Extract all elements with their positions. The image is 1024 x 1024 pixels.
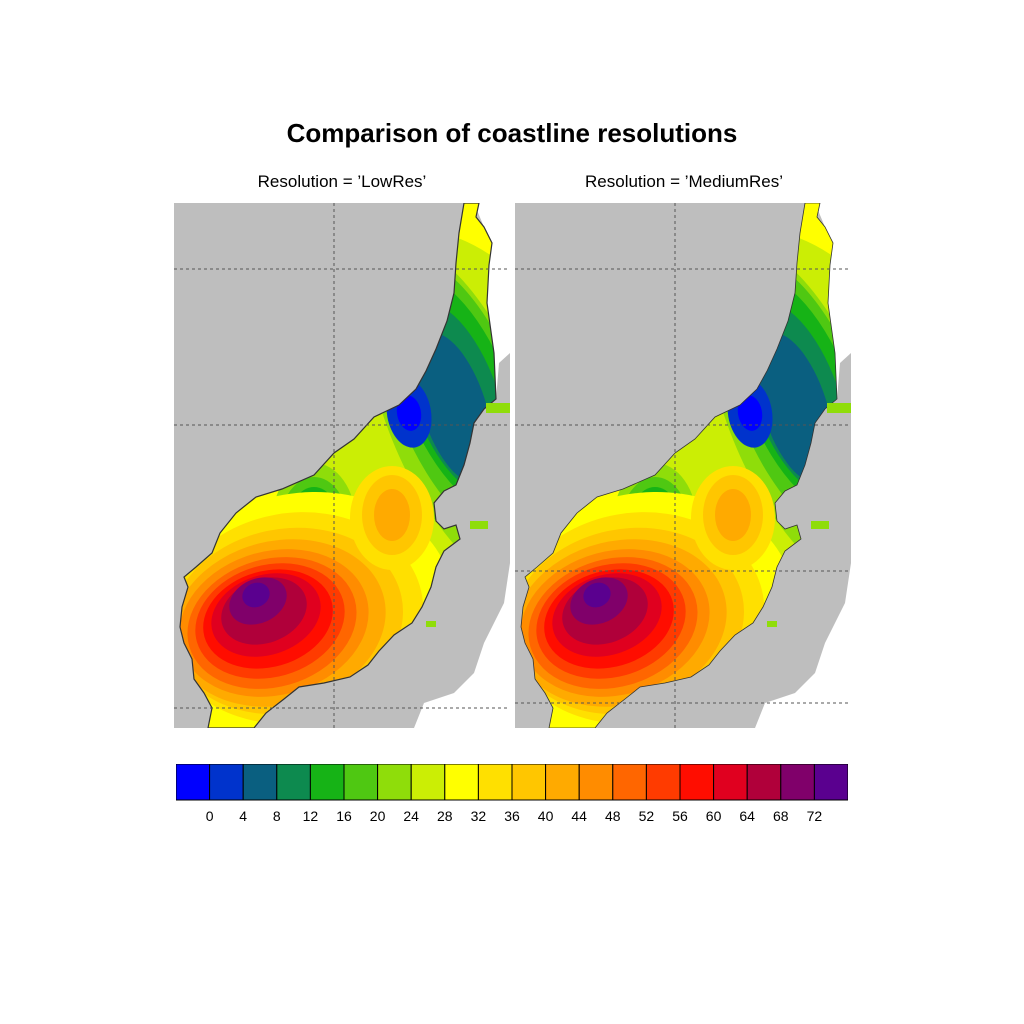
colorbar-label: 12 bbox=[302, 808, 319, 824]
contour-band bbox=[715, 489, 751, 541]
contour-band bbox=[396, 395, 422, 431]
colorbar-label: 40 bbox=[537, 808, 554, 824]
contour-band bbox=[583, 582, 611, 608]
graticule bbox=[515, 203, 851, 728]
coastline bbox=[179, 203, 497, 728]
figure-title: Comparison of coastline resolutions bbox=[286, 118, 738, 148]
colorbar-label: 64 bbox=[739, 808, 755, 824]
graticule bbox=[174, 203, 510, 728]
colorbar-box bbox=[276, 764, 311, 801]
colorbar-box bbox=[746, 764, 782, 801]
colorbar-box bbox=[813, 764, 848, 801]
colorbar-box bbox=[612, 764, 647, 801]
colorbar-label: 28 bbox=[437, 808, 453, 824]
colorbar-label: 16 bbox=[336, 808, 352, 824]
colorbar-box bbox=[377, 764, 412, 801]
colorbar-box bbox=[545, 764, 580, 801]
colorbar-label: 24 bbox=[403, 808, 419, 824]
map-panel-lowres bbox=[174, 203, 510, 728]
panel-subtitle-lowres: Resolution = ’LowRes’ bbox=[257, 172, 427, 191]
colorbar-label: 72 bbox=[806, 808, 823, 824]
colorbar-box bbox=[477, 764, 513, 801]
colorbar-label: 44 bbox=[571, 808, 587, 824]
colorbar-label: 8 bbox=[272, 808, 281, 824]
colorbar bbox=[176, 764, 848, 801]
colorbar-label: 4 bbox=[239, 808, 248, 824]
map-panel-mediumres bbox=[515, 203, 851, 728]
colorbar-label: 20 bbox=[369, 808, 386, 824]
colorbar-box bbox=[578, 764, 614, 801]
contour-band bbox=[374, 489, 410, 541]
colorbar-labels: 0 4 8 12 16 20 24 28 32 36 40 44 48 52 56 60 64 68 72 bbox=[0, 808, 1024, 828]
panel-subtitle-mediumres: Resolution = ’MediumRes’ bbox=[585, 172, 783, 191]
colorbar-label: 60 bbox=[705, 808, 722, 824]
colorbar-box bbox=[780, 764, 815, 801]
colorbar-label: 0 bbox=[205, 808, 214, 824]
colorbar-box bbox=[176, 764, 211, 801]
colorbar-label: 36 bbox=[504, 808, 520, 824]
colorbar-label: 56 bbox=[672, 808, 688, 824]
colorbar-box bbox=[679, 764, 715, 801]
colorbar-label: 52 bbox=[638, 808, 655, 824]
colorbar-box bbox=[209, 764, 244, 801]
colorbar-box bbox=[343, 764, 379, 801]
colorbar-box bbox=[309, 764, 345, 801]
colorbar-label: 32 bbox=[470, 808, 487, 824]
coastline bbox=[520, 203, 838, 728]
colorbar-box bbox=[410, 764, 446, 801]
colorbar-box bbox=[713, 764, 748, 801]
contour-band bbox=[737, 395, 763, 431]
contour-band bbox=[242, 582, 270, 608]
colorbar-box bbox=[511, 764, 547, 801]
colorbar-box bbox=[242, 764, 278, 801]
colorbar-label: 48 bbox=[605, 808, 621, 824]
colorbar-label: 68 bbox=[773, 808, 789, 824]
colorbar-box bbox=[444, 764, 479, 801]
colorbar-box bbox=[645, 764, 681, 801]
